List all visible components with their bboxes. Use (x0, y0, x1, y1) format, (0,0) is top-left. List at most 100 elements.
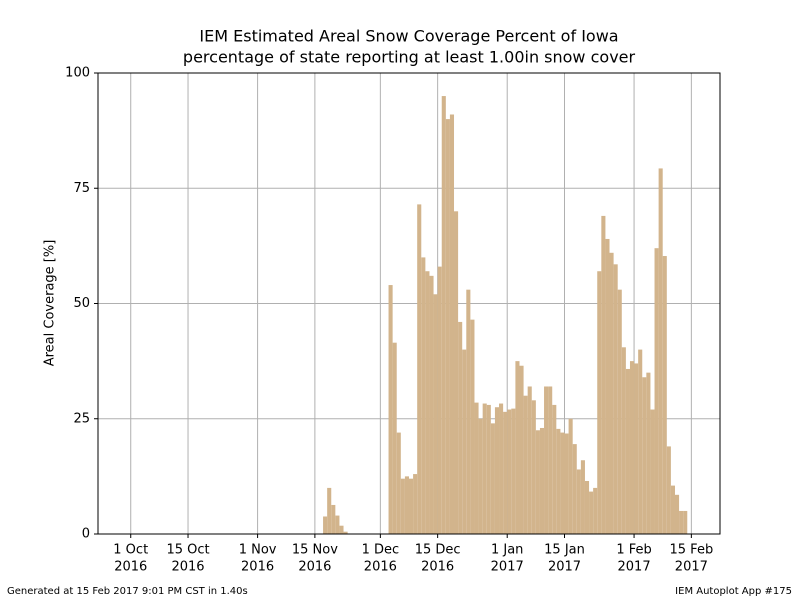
bar (511, 408, 516, 534)
bar (515, 361, 520, 534)
x-tick-label: 15 Nov (292, 543, 338, 558)
bar (531, 400, 536, 534)
bar (605, 238, 610, 534)
bar (621, 347, 626, 534)
bar (654, 248, 659, 534)
bar (556, 428, 561, 534)
x-tick-label: 1 Feb (616, 543, 651, 558)
bar (662, 256, 667, 534)
footer-left: Generated at 15 Feb 2017 9:01 PM CST in … (7, 586, 248, 597)
bar (343, 531, 348, 534)
bar (560, 432, 565, 534)
bar (494, 407, 500, 534)
bar (400, 478, 405, 534)
bar (490, 423, 495, 534)
x-tick-label: 2017 (548, 560, 581, 575)
bar (638, 349, 643, 534)
y-tick-label: 100 (65, 66, 90, 81)
x-tick-label: 15 Jan (544, 543, 585, 558)
bar (454, 211, 459, 535)
x-tick-label: 2017 (491, 560, 524, 575)
bar (507, 409, 512, 534)
bar (670, 485, 675, 534)
footer-right: IEM Autoplot App #175 (675, 586, 792, 597)
bar (388, 285, 393, 534)
bar (458, 321, 463, 534)
bar (331, 504, 336, 534)
bar (535, 430, 540, 534)
x-tick-label: 2016 (364, 560, 397, 575)
bar (609, 252, 614, 535)
bar (601, 215, 606, 534)
bar (327, 487, 332, 534)
bar (437, 266, 442, 534)
bar (617, 289, 622, 534)
y-tick-label: 0 (82, 527, 90, 542)
y-tick-label: 75 (73, 181, 90, 196)
x-tick-label: 1 Jan (491, 543, 523, 558)
bar (683, 510, 688, 534)
bar (409, 478, 414, 534)
x-tick-label: 2016 (241, 560, 274, 575)
bar (552, 404, 557, 534)
bar (499, 403, 504, 534)
bar (466, 289, 471, 534)
bar (445, 119, 450, 534)
x-tick-label: 1 Dec (362, 543, 400, 558)
bar (539, 427, 545, 534)
bar (519, 365, 524, 534)
bar (674, 494, 680, 534)
chart-title: IEM Estimated Areal Snow Coverage Percen… (199, 27, 618, 46)
x-tick-label: 15 Feb (670, 543, 714, 558)
bar (527, 386, 532, 534)
bar (335, 515, 340, 534)
bar (429, 275, 434, 534)
bar (666, 446, 671, 534)
bar (404, 476, 409, 534)
x-tick-label: 2016 (171, 560, 204, 575)
bar (441, 96, 446, 535)
bar (642, 377, 647, 534)
bar (421, 257, 426, 534)
bar (634, 363, 639, 534)
y-tick-label: 50 (73, 296, 90, 311)
x-tick-label: 1 Oct (113, 543, 148, 558)
bar (650, 409, 655, 534)
x-tick-label: 15 Dec (415, 543, 461, 558)
y-axis-label: Areal Coverage [%] (43, 240, 58, 367)
bar (474, 402, 479, 534)
x-tick-label: 15 Oct (166, 543, 209, 558)
bar (417, 204, 422, 534)
bar (482, 403, 487, 534)
bar (629, 361, 635, 534)
bar (572, 444, 577, 534)
x-tick-label: 2017 (618, 560, 651, 575)
bar (413, 474, 418, 534)
bar (564, 433, 569, 534)
bar (597, 271, 602, 534)
bar (544, 386, 549, 534)
bar (449, 114, 455, 535)
bar (625, 368, 630, 534)
x-tick-label: 1 Nov (239, 543, 277, 558)
bar (396, 432, 401, 534)
bar (478, 418, 483, 534)
bar (392, 342, 397, 534)
bar (568, 418, 573, 534)
bar (613, 264, 618, 534)
bar (548, 386, 553, 534)
bar (658, 168, 663, 534)
x-tick-label: 2016 (114, 560, 147, 575)
bar (576, 469, 581, 534)
bar (339, 525, 344, 534)
bar (433, 294, 438, 534)
bar (503, 411, 508, 534)
y-tick-label: 25 (73, 411, 90, 426)
bar (486, 404, 491, 534)
bar (646, 372, 651, 534)
x-tick-label: 2016 (298, 560, 331, 575)
plot-frame (97, 72, 721, 535)
bar (462, 349, 467, 534)
bar (593, 487, 598, 534)
